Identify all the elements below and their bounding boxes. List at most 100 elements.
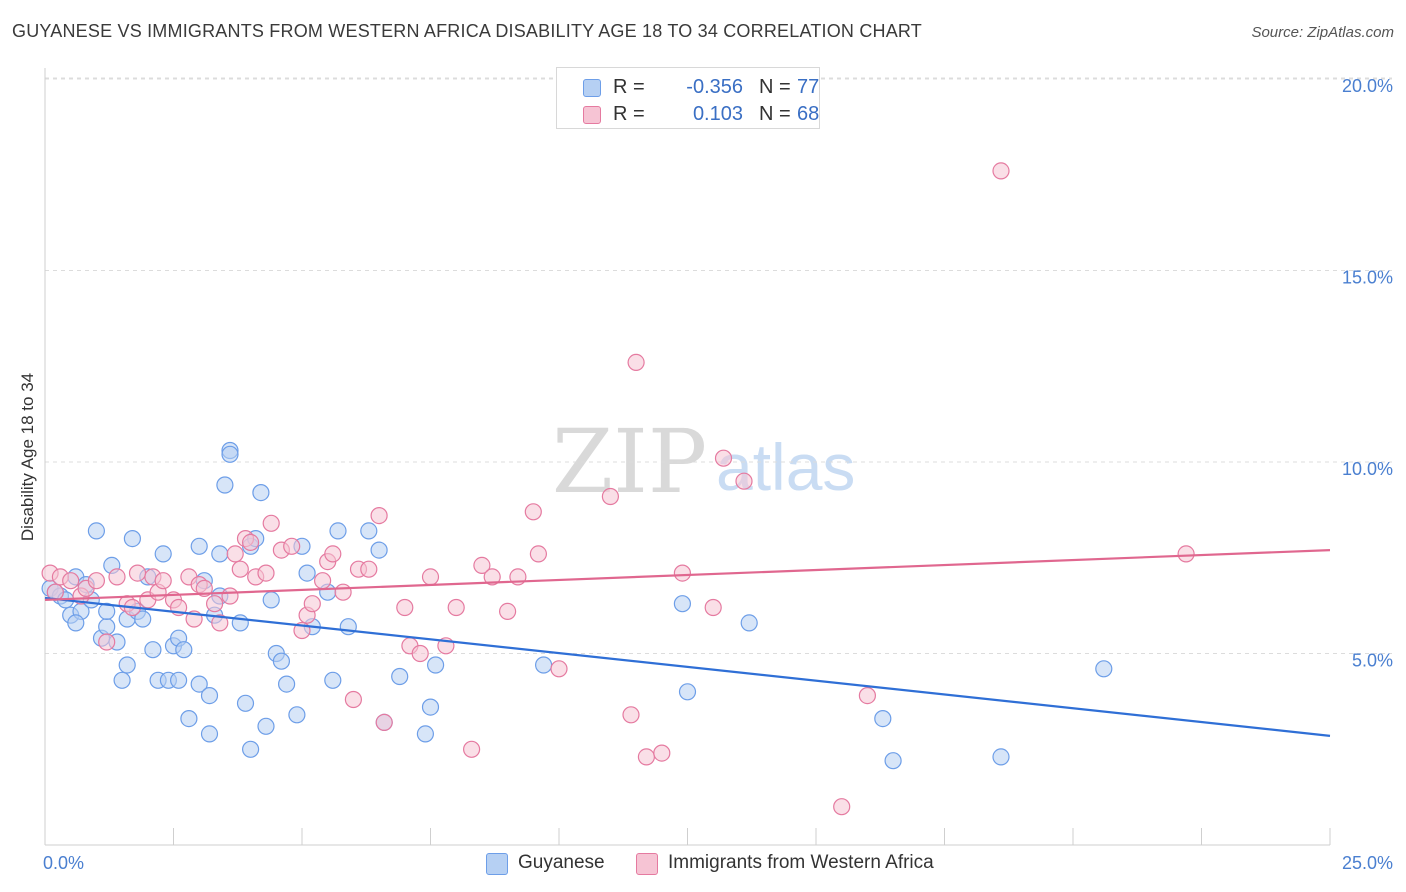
western-africa-point: [524, 503, 542, 521]
western-africa-point: [334, 583, 352, 601]
watermark-atlas: atlas: [716, 430, 855, 504]
western-africa-point: [242, 533, 260, 552]
western-africa-point: [226, 545, 244, 563]
western-africa-point: [231, 560, 249, 578]
x-tick-label: 0.0%: [43, 853, 84, 873]
western-africa-point: [257, 564, 275, 582]
guyanese-trend-line: [44, 596, 1331, 737]
guyanese-point: [211, 545, 229, 563]
western-africa-point: [221, 587, 239, 605]
western-africa-point: [98, 633, 116, 651]
guyanese-point: [170, 671, 188, 689]
western-africa-trend-line: [44, 548, 1331, 601]
western-africa-point: [360, 560, 378, 578]
western-africa-point: [324, 545, 342, 563]
western-africa-point: [473, 556, 491, 575]
western-africa-point: [714, 449, 733, 467]
western-africa-point: [375, 713, 393, 732]
guyanese-point: [370, 541, 388, 559]
y-tick-label: 20.0%: [1342, 76, 1393, 96]
western-africa-point: [601, 487, 620, 506]
guyanese-point: [236, 694, 255, 712]
western-africa-point: [154, 572, 172, 590]
x-tick-label: 25.0%: [1342, 853, 1393, 873]
n-value: 77: [797, 76, 820, 98]
guyanese-point: [360, 522, 378, 540]
guyanese-point: [339, 618, 357, 636]
western-africa-point: [447, 598, 465, 617]
r-label: R =: [613, 76, 645, 98]
guyanese-point: [242, 740, 260, 758]
guyanese-point: [221, 445, 239, 463]
western-africa-point: [704, 598, 722, 617]
western-africa-point: [1177, 545, 1195, 563]
guyanese-point: [154, 545, 172, 563]
source-label: Source: ZipAtlas.com: [1251, 24, 1394, 41]
guyanese-point: [200, 725, 219, 743]
n-label: N =: [759, 76, 791, 98]
r-value: 0.103: [692, 103, 743, 125]
western-africa-point: [622, 706, 640, 724]
western-africa-point: [627, 353, 645, 371]
guyanese-point: [180, 709, 198, 728]
western-africa-point: [195, 579, 213, 598]
guyanese-point: [427, 656, 445, 674]
guyanese-label: Guyanese: [518, 852, 605, 873]
western-africa-point: [833, 798, 851, 816]
western-africa-point: [499, 602, 517, 621]
western-africa-point: [108, 568, 126, 586]
guyanese-swatch: [486, 853, 508, 875]
western-africa-point: [992, 162, 1010, 180]
guyanese-point: [190, 537, 208, 555]
guyanese-point: [673, 595, 692, 613]
guyanese-swatch: [583, 79, 601, 97]
correlation-legend: R = -0.356 N = 77 R = 0.103 N = 68: [556, 67, 820, 129]
guyanese-point: [257, 717, 275, 735]
western-africa-point: [411, 644, 429, 663]
western-africa-point: [735, 472, 753, 490]
western-africa-point: [421, 568, 440, 586]
guyanese-point: [740, 614, 758, 632]
y-tick-label: 5.0%: [1352, 651, 1393, 671]
western-africa-point: [529, 545, 548, 563]
y-axis-title: Disability Age 18 to 34: [18, 373, 37, 541]
western-africa-point: [653, 744, 671, 762]
guyanese-point: [288, 706, 306, 724]
western-africa-point: [211, 614, 229, 632]
guyanese-point: [252, 484, 270, 502]
y-tick-label: 15.0%: [1342, 268, 1393, 288]
chart-title: GUYANESE VS IMMIGRANTS FROM WESTERN AFRI…: [12, 21, 922, 41]
guyanese-point: [324, 671, 342, 689]
guyanese-point: [298, 564, 316, 582]
western-africa-point: [314, 572, 332, 590]
guyanese-point: [678, 683, 697, 701]
western-africa-point: [483, 568, 501, 586]
n-value: 68: [797, 103, 820, 125]
guyanese-point: [98, 618, 116, 636]
guyanese-point: [118, 656, 136, 674]
guyanese-point: [391, 667, 409, 686]
guyanese-point: [67, 614, 85, 632]
western-africa-point: [344, 690, 362, 709]
western-africa-point: [370, 506, 388, 525]
guyanese-point: [534, 656, 553, 674]
western-africa-point: [128, 564, 147, 582]
guyanese-point: [278, 675, 296, 693]
guyanese-point: [884, 752, 902, 770]
guyanese-point: [272, 652, 290, 670]
western-africa-swatch: [583, 106, 601, 124]
western-africa-point: [550, 660, 568, 678]
guyanese-point: [216, 476, 234, 494]
western-africa-point: [396, 598, 414, 617]
guyanese-point: [113, 671, 131, 689]
western-africa-point: [206, 595, 224, 613]
r-value: -0.356: [686, 76, 743, 98]
guyanese-point: [190, 675, 208, 693]
guyanese-point: [329, 522, 347, 540]
guyanese-point: [200, 686, 219, 705]
guyanese-point: [1095, 660, 1113, 678]
guyanese-point: [874, 709, 892, 728]
y-tick-label: 10.0%: [1342, 459, 1393, 479]
western-africa-swatch: [636, 853, 658, 875]
n-label: N =: [759, 103, 791, 125]
